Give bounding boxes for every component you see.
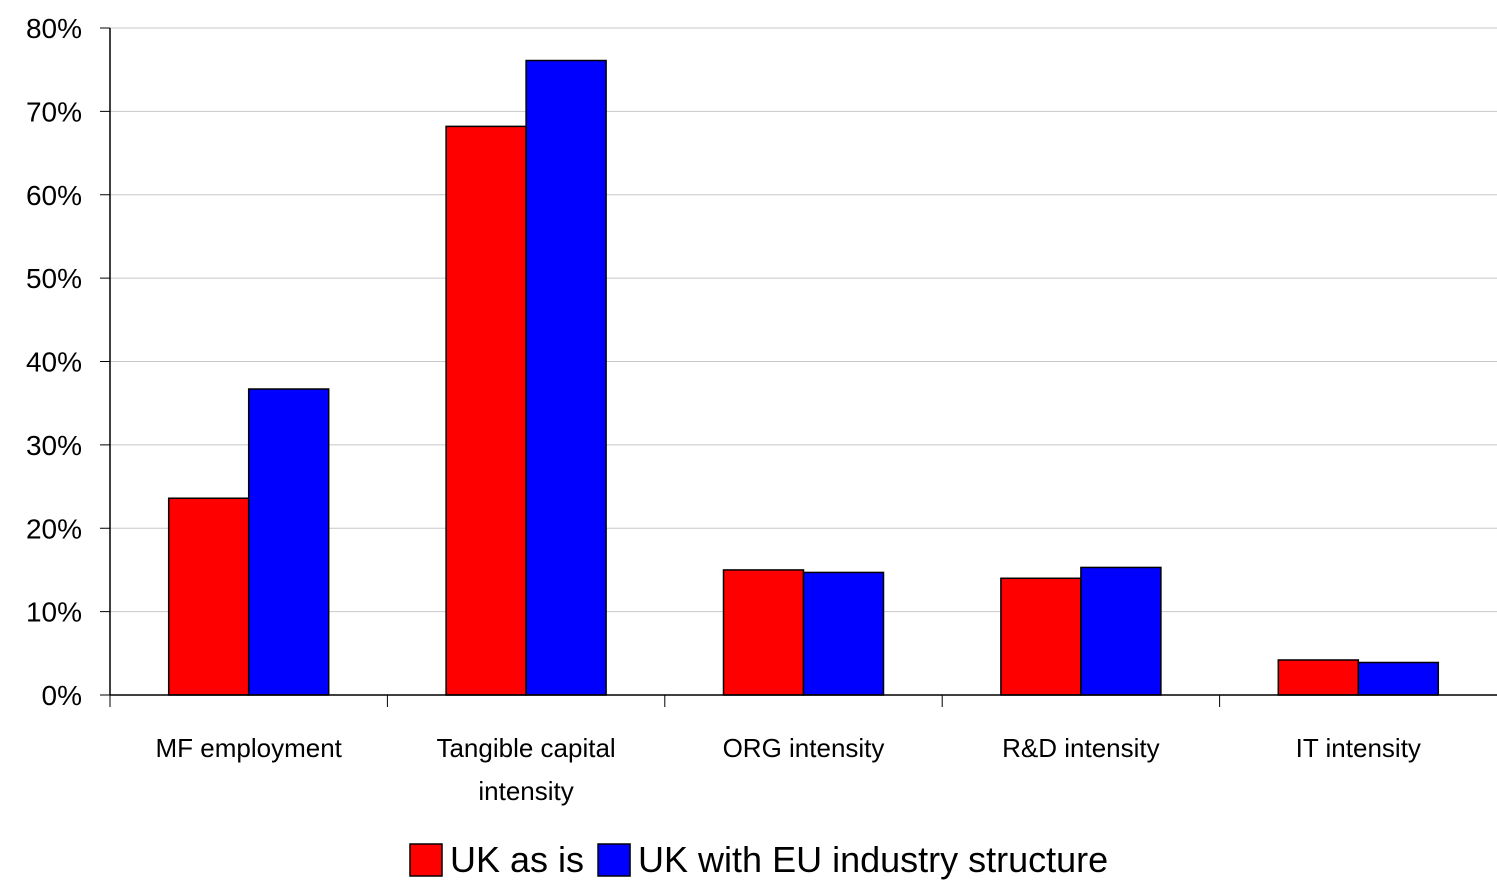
x-tick-label: IT intensity — [1296, 733, 1421, 763]
bar-uk-as-is — [1277, 659, 1360, 696]
bars — [167, 59, 1440, 696]
y-tick-label: 60% — [26, 180, 82, 211]
bar-uk-with-eu-structure — [247, 388, 330, 696]
y-tick-label: 80% — [26, 13, 82, 44]
bar-uk-with-eu-structure — [525, 59, 607, 696]
x-tick-label: ORG intensity — [723, 733, 885, 763]
x-tick-label: MF employment — [156, 733, 343, 763]
y-tick-label: 0% — [42, 680, 82, 711]
legend-swatch-uk-with-eu-structure — [597, 843, 631, 877]
y-tick-label: 10% — [26, 597, 82, 628]
legend-label: UK with EU industry structure — [638, 839, 1108, 880]
gridlines — [110, 27, 1497, 613]
bar-uk-as-is — [1000, 577, 1082, 696]
bar-uk-as-is — [445, 125, 527, 696]
legend-swatch-uk-as-is — [409, 843, 443, 877]
x-tick-label: R&D intensity — [1002, 733, 1160, 763]
bar-uk-with-eu-structure — [1357, 661, 1440, 696]
legend-label: UK as is — [450, 839, 584, 880]
y-tick-label: 40% — [26, 347, 82, 378]
bar-uk-as-is — [167, 497, 250, 696]
y-tick-label: 70% — [26, 96, 82, 127]
y-tick-label: 20% — [26, 513, 82, 544]
y-tick-label: 50% — [26, 263, 82, 294]
bar-uk-with-eu-structure — [802, 571, 885, 696]
legend: UK as is UK with EU industry structure — [409, 839, 1108, 880]
bar-uk-with-eu-structure — [1080, 566, 1162, 696]
y-tick-label: 30% — [26, 430, 82, 461]
y-axis-ticks: 0% 10% 20% 30% 40% 50% 60% 70% 80% — [26, 13, 110, 711]
x-axis-ticks: MF employment Tangible capital intensity OR… — [109, 695, 1421, 806]
x-tick-label: Tangible capital intensity — [436, 733, 615, 806]
bar-uk-as-is — [722, 569, 805, 696]
